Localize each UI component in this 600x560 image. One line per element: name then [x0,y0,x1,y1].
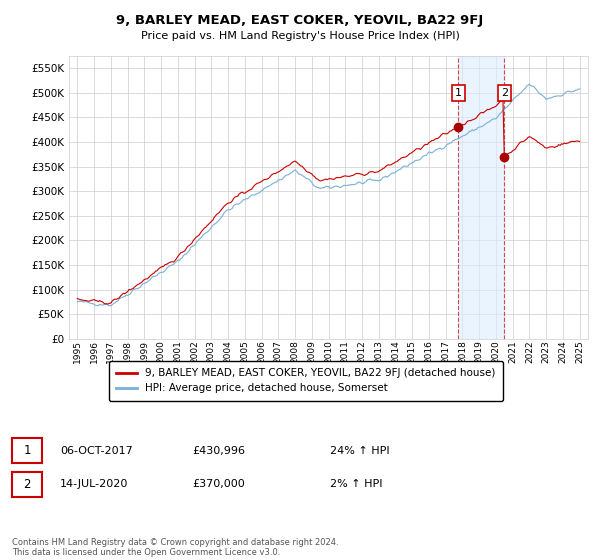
Text: 2: 2 [501,88,508,98]
Legend: 9, BARLEY MEAD, EAST COKER, YEOVIL, BA22 9FJ (detached house), HPI: Average pric: 9, BARLEY MEAD, EAST COKER, YEOVIL, BA22… [109,361,503,401]
Bar [458,56,504,339]
Text: 2% ↑ HPI: 2% ↑ HPI [330,479,383,489]
Text: 24% ↑ HPI: 24% ↑ HPI [330,446,389,456]
Text: 06-OCT-2017: 06-OCT-2017 [60,446,133,456]
Text: Contains HM Land Registry data © Crown copyright and database right 2024.
This d: Contains HM Land Registry data © Crown c… [12,538,338,557]
Text: £370,000: £370,000 [192,479,245,489]
Text: 1: 1 [23,444,31,458]
Text: 2: 2 [23,478,31,491]
Text: 9, BARLEY MEAD, EAST COKER, YEOVIL, BA22 9FJ: 9, BARLEY MEAD, EAST COKER, YEOVIL, BA22… [116,14,484,27]
Text: 1: 1 [455,88,462,98]
Text: £430,996: £430,996 [192,446,245,456]
Text: 14-JUL-2020: 14-JUL-2020 [60,479,128,489]
Text: Price paid vs. HM Land Registry's House Price Index (HPI): Price paid vs. HM Land Registry's House … [140,31,460,41]
